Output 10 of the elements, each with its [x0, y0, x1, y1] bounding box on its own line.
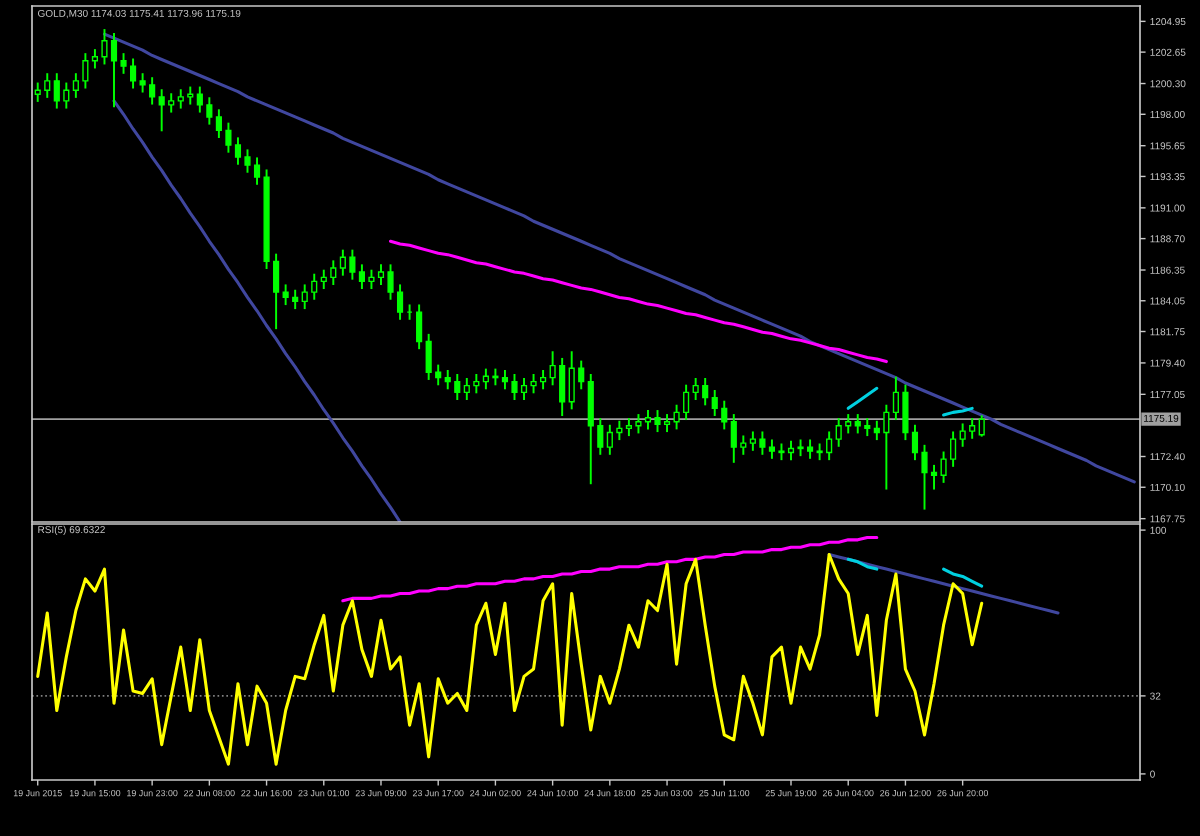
candlestick	[978, 415, 985, 437]
line-series	[827, 552, 1060, 615]
line-series	[36, 552, 984, 766]
candlestick	[416, 304, 423, 350]
line-series	[341, 535, 879, 603]
line-series	[846, 386, 879, 410]
line-series	[389, 239, 888, 364]
line-series	[112, 99, 402, 522]
line-series	[102, 32, 1136, 484]
line-series	[942, 567, 984, 588]
